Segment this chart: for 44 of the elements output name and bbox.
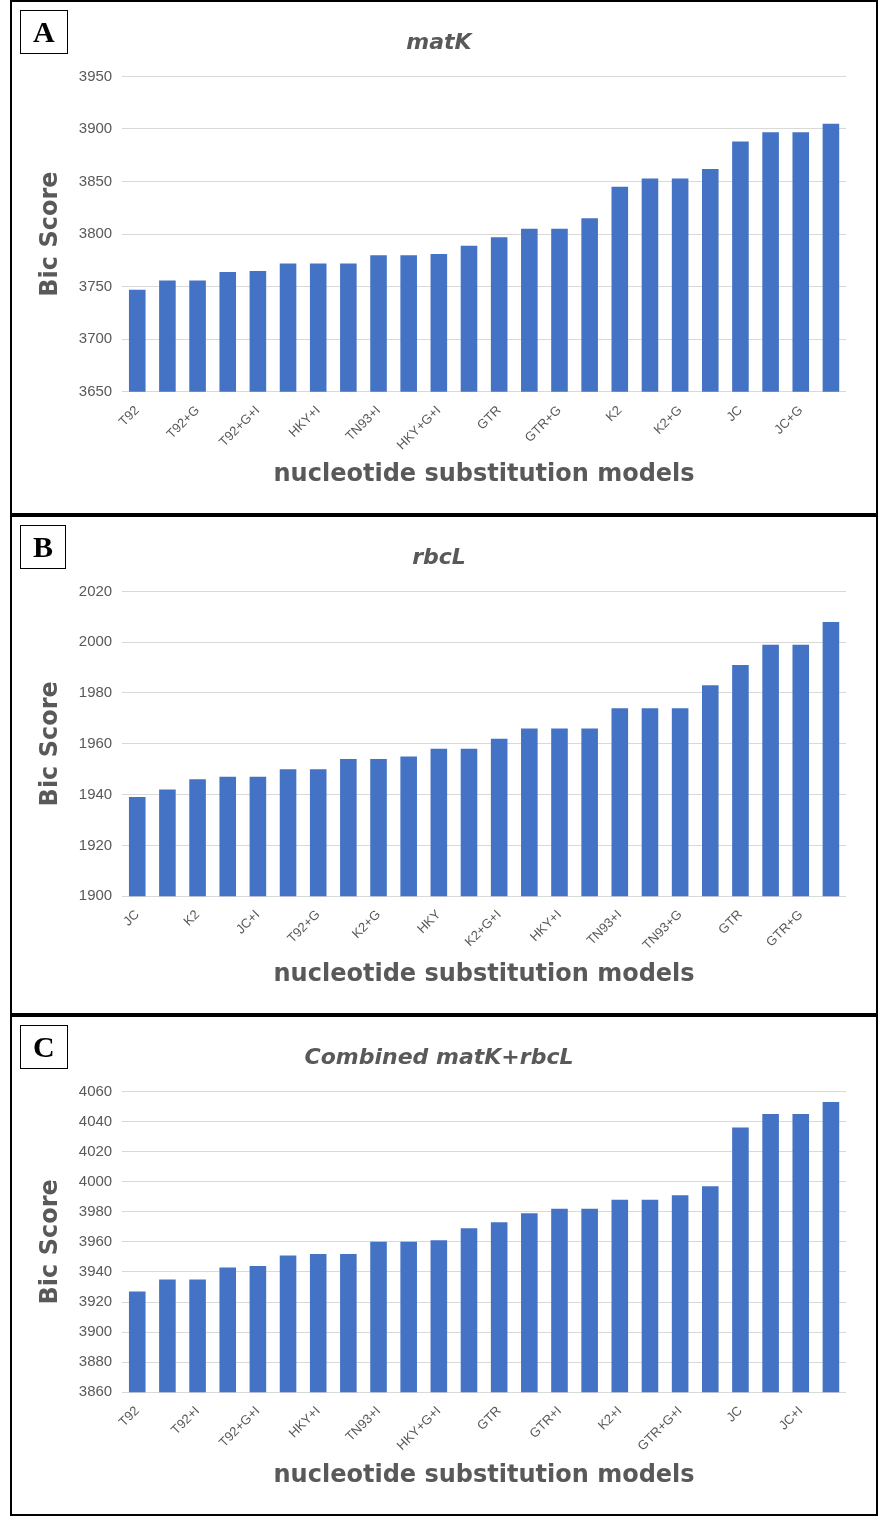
- y-tick-label: 3960: [78, 1232, 113, 1249]
- y-tick-label: 3900: [78, 1322, 113, 1340]
- x-tick-label: JC: [723, 402, 746, 425]
- x-tick-label: T92: [115, 1402, 142, 1430]
- x-tick-label: JC: [120, 906, 142, 929]
- y-tick-label: 3950: [78, 66, 113, 84]
- x-tick-label: JC: [723, 1402, 746, 1425]
- y-tick-label: 3700: [78, 329, 113, 347]
- chart-title: Combined matK+rbcL: [304, 1043, 574, 1069]
- y-axis-title: Bic Score: [34, 1179, 63, 1305]
- y-tick-label: 1940: [78, 784, 113, 802]
- y-tick-label: 3880: [78, 1352, 113, 1370]
- x-tick-label: K2: [180, 906, 203, 929]
- x-axis-title: nucleotide substitution models: [273, 958, 695, 987]
- y-tick-label: 2020: [78, 581, 113, 599]
- x-tick-label: T92: [115, 402, 142, 429]
- y-tick-label: 1980: [78, 683, 113, 701]
- chart-title: rbcL: [412, 543, 466, 569]
- y-tick-label: 3800: [78, 224, 113, 242]
- chart-title: matK: [406, 28, 474, 54]
- y-tick-label: 3920: [78, 1292, 113, 1310]
- text: A: [20, 10, 68, 54]
- y-tick-label: 3650: [78, 381, 113, 399]
- y-axis-title: Bic Score: [34, 681, 63, 807]
- y-tick-label: 1960: [78, 733, 113, 751]
- y-axis-title: Bic Score: [34, 171, 63, 297]
- text: C: [20, 1025, 68, 1069]
- y-tick-label: 3900: [78, 119, 113, 137]
- y-tick-label: 4040: [78, 1111, 113, 1129]
- y-tick-label: 4060: [78, 1081, 113, 1099]
- y-tick-label: 3980: [78, 1201, 113, 1219]
- y-tick-label: 1900: [78, 886, 113, 904]
- text: B: [20, 525, 67, 569]
- y-tick-label: 3860: [78, 1382, 113, 1400]
- x-tick-label: K2: [602, 402, 625, 425]
- y-tick-label: 4020: [78, 1141, 113, 1159]
- y-tick-label: 4000: [78, 1171, 113, 1189]
- y-tick-label: 3940: [78, 1262, 113, 1280]
- y-tick-label: 3750: [78, 276, 113, 294]
- y-tick-label: 1920: [78, 835, 113, 853]
- y-tick-label: 3850: [78, 171, 113, 189]
- x-axis-title: nucleotide substitution models: [273, 458, 695, 487]
- y-tick-label: 2000: [78, 632, 113, 650]
- x-axis-title: nucleotide substitution models: [273, 1459, 695, 1488]
